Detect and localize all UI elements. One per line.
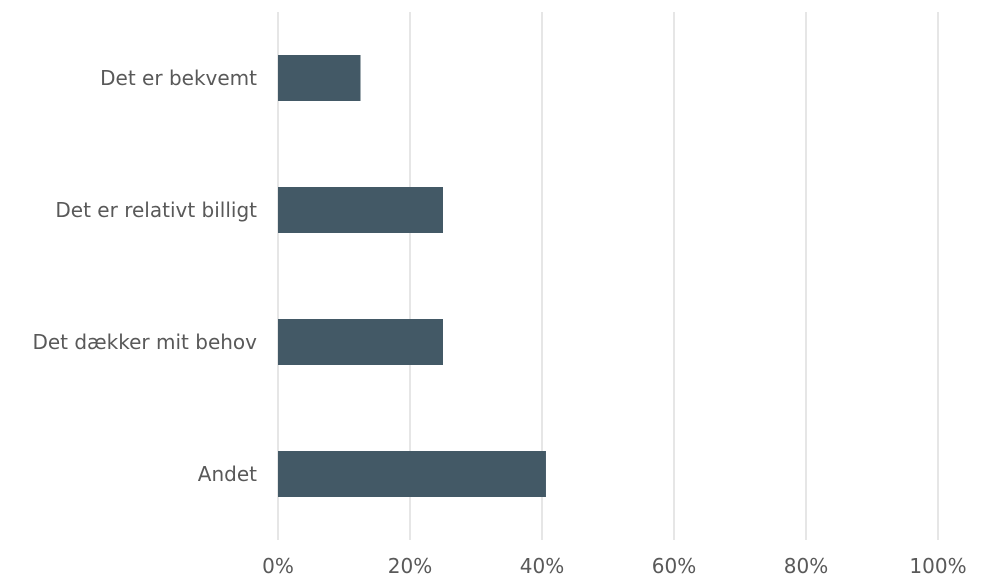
bar <box>278 187 443 233</box>
category-label: Det er bekvemt <box>100 66 257 90</box>
bars <box>278 55 546 497</box>
category-label: Andet <box>198 462 257 486</box>
x-tick-label: 40% <box>520 554 564 578</box>
category-labels: Det er bekvemt Det er relativt billigt Det… <box>32 66 257 486</box>
x-axis-tick-labels: 0% 20% 40% 60% 80% 100% <box>262 554 966 578</box>
x-tick-label: 100% <box>909 554 966 578</box>
bar <box>278 319 443 365</box>
x-tick-label: 60% <box>652 554 696 578</box>
category-label: Det er relativt billigt <box>55 198 257 222</box>
x-tick-label: 20% <box>388 554 432 578</box>
x-tick-label: 80% <box>784 554 828 578</box>
category-label: Det dækker mit behov <box>32 330 257 354</box>
bar <box>278 451 546 497</box>
bar <box>278 55 361 101</box>
x-tick-label: 0% <box>262 554 294 578</box>
